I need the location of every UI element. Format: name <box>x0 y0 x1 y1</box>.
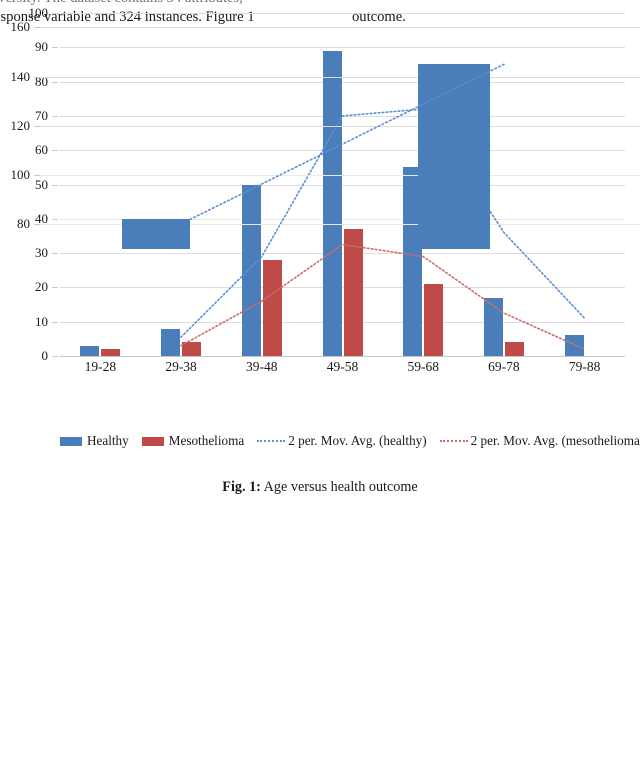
chart-second-partial: 80 100 120 140 160 <box>0 0 640 249</box>
gridline <box>40 27 640 29</box>
x-axis-line <box>60 356 625 357</box>
y-axis-tick <box>52 47 58 49</box>
bar-healthy[interactable] <box>483 297 503 356</box>
bar-mesothelioma[interactable] <box>182 342 202 356</box>
y-axis-tick <box>34 125 40 127</box>
bar-healthy[interactable] <box>80 345 100 356</box>
x-axis-tick-label: 59-68 <box>407 359 439 374</box>
y-axis-tick-label: 50 <box>35 176 48 192</box>
legend-item[interactable]: 2 per. Mov. Avg. (healthy) <box>257 433 427 449</box>
y-axis-tick-label: 100 <box>28 5 49 20</box>
legend-dotted-healthy <box>257 440 286 442</box>
y-axis-tick <box>52 13 58 14</box>
x-axis-tick-label: 39-48 <box>246 359 278 374</box>
trend-polyline <box>189 63 505 221</box>
y-axis-tick-label: 80 <box>17 216 30 232</box>
gridline <box>40 175 640 177</box>
plot-area <box>40 15 640 249</box>
figure-caption-label: Fig. 1: <box>222 479 261 495</box>
y-axis-tick-label: 160 <box>10 19 31 35</box>
bar-healthy[interactable] <box>161 328 181 356</box>
movavg-healthy-line <box>180 108 586 338</box>
gridline <box>40 76 640 78</box>
chart-age-vs-health-outcome: 0 10 20 30 40 50 60 70 80 90 100 19-28 29-38 39-48 49… <box>28 5 625 374</box>
legend-label: 2 per. Mov. Avg. (mesothelioma) <box>470 433 640 448</box>
bar-value[interactable] <box>418 64 490 249</box>
figure-caption: Fig. 1: Age versus health outcome <box>0 479 640 496</box>
y-axis-tick-label: 20 <box>35 279 48 295</box>
movavg-mesothelioma-line <box>180 243 586 350</box>
y-axis-tick-label: 40 <box>35 210 48 226</box>
gridline <box>60 47 625 49</box>
x-axis-tick-label: 19-28 <box>84 359 117 374</box>
bar-value[interactable] <box>122 219 190 249</box>
gridline <box>60 150 625 152</box>
bar-mesothelioma[interactable] <box>504 342 524 356</box>
gridline <box>40 224 640 226</box>
y-axis-tick-label: 120 <box>10 117 31 133</box>
chart-legend: Healthy Mesothelioma 2 per. Mov. Avg. (hea… <box>60 433 640 449</box>
y-axis-tick <box>52 150 58 152</box>
moving-average-lines <box>180 108 586 350</box>
legend-label: Healthy <box>87 433 129 448</box>
legend-dotted-mesothelioma <box>439 440 468 442</box>
gridline <box>60 287 625 289</box>
y-axis-tick <box>52 184 58 186</box>
bar-mesothelioma[interactable] <box>101 349 121 356</box>
x-axis-tick-label: 49-58 <box>326 359 359 374</box>
y-axis-tick-label: 30 <box>35 245 48 261</box>
body-text-line: iversity. The dataset contains 34 attrib… <box>0 0 312 8</box>
gridline <box>60 184 625 186</box>
y-axis-tick-label: 90 <box>35 39 48 55</box>
trend-line <box>189 63 505 221</box>
y-axis-tick <box>52 287 58 289</box>
legend-swatch-healthy <box>60 436 82 446</box>
gridline <box>40 125 640 127</box>
legend-swatch-mesothelioma <box>141 436 164 446</box>
gridline <box>60 253 625 255</box>
y-axis-tick-label: 0 <box>41 348 49 363</box>
y-axis-tick <box>34 175 40 177</box>
bar-mesothelioma[interactable] <box>262 259 282 356</box>
y-axis-tick <box>52 218 58 220</box>
legend-label: Mesothelioma <box>168 433 245 448</box>
x-axis-tick-label: 79-88 <box>568 359 601 374</box>
bar-mesothelioma[interactable] <box>343 229 363 356</box>
legend-item[interactable]: 2 per. Mov. Avg. (mesothelioma) <box>439 433 640 449</box>
bar-healthy[interactable] <box>403 167 423 356</box>
bar-healthy[interactable] <box>564 335 584 356</box>
y-axis-tick <box>34 224 40 226</box>
gridline <box>60 321 625 323</box>
y-axis-tick <box>52 115 58 117</box>
y-axis-tick-label: 60 <box>35 142 48 158</box>
gridline <box>60 218 625 220</box>
y-axis-tick <box>52 356 58 357</box>
y-axis-tick <box>52 321 58 323</box>
gridline <box>60 81 625 83</box>
y-axis-tick-label: 140 <box>10 68 31 84</box>
gridline <box>60 13 625 14</box>
figure-caption-text: Age versus health outcome <box>260 479 418 495</box>
legend-item[interactable]: Mesothelioma <box>141 433 245 449</box>
x-axis-tick-label: 29-38 <box>165 359 197 374</box>
x-axis-tick-label: 69-78 <box>488 359 520 374</box>
legend-label: 2 per. Mov. Avg. (healthy) <box>288 433 427 448</box>
plot-area <box>60 13 625 357</box>
legend-item[interactable]: Healthy <box>60 433 129 449</box>
y-axis-tick <box>34 76 40 78</box>
y-axis-tick <box>34 27 40 29</box>
bar-mesothelioma[interactable] <box>424 283 444 356</box>
bar-healthy[interactable] <box>241 184 261 356</box>
y-axis-tick <box>52 253 58 255</box>
y-axis-tick-label: 70 <box>35 107 48 123</box>
y-axis-tick <box>52 81 58 83</box>
y-axis-tick-label: 10 <box>35 313 48 329</box>
y-axis-tick-label: 100 <box>10 167 31 183</box>
